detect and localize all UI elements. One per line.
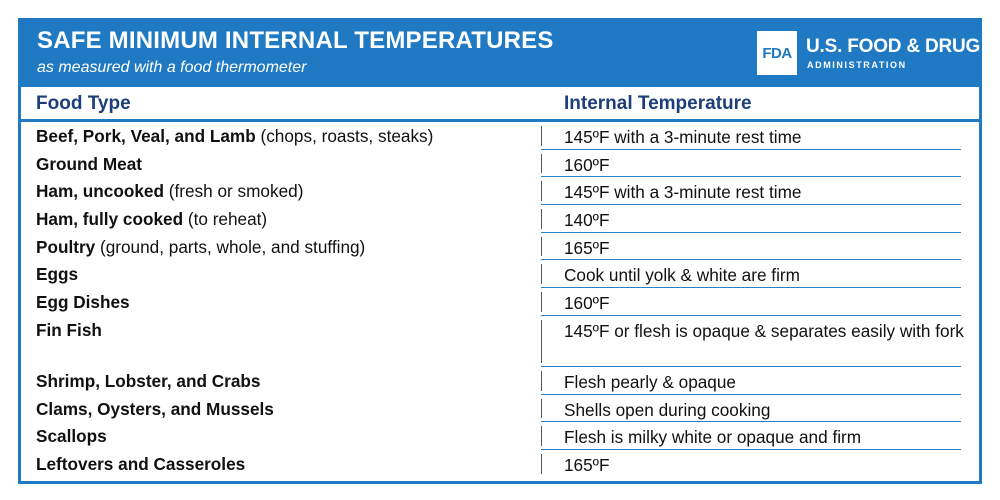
temperature-cell: 140ºF <box>564 210 610 231</box>
column-header-food-type: Food Type <box>36 93 131 114</box>
food-type-cell: Beef, Pork, Veal, and Lamb (chops, roast… <box>36 126 433 147</box>
table-row: Beef, Pork, Veal, and Lamb (chops, roast… <box>21 122 979 150</box>
food-note: (chops, roasts, steaks) <box>255 126 434 146</box>
temperature-cell: 145ºF with a 3-minute rest time <box>564 182 802 203</box>
agency-name: U.S. FOOD & DRUG <box>806 36 981 57</box>
temperature-cell: Cook until yolk & white are firm <box>564 265 800 286</box>
food-name: Leftovers and Casseroles <box>36 453 246 474</box>
temperature-cell: 160ºF <box>564 154 610 175</box>
table-row: Egg Dishes 160ºF <box>21 288 979 316</box>
table-row: Clams, Oysters, and Mussels Shells open … <box>21 395 979 423</box>
food-type-cell: Clams, Oysters, and Mussels <box>36 399 274 420</box>
temperature-cell: 165ºF <box>564 454 610 475</box>
temperature-cell: 165ºF <box>564 237 610 258</box>
food-name: Scallops <box>36 426 107 447</box>
food-type-cell: Egg Dishes <box>36 292 130 313</box>
food-type-cell: Leftovers and Casseroles <box>36 454 245 475</box>
temperature-cell: 145ºF or flesh is opaque & separates eas… <box>564 320 964 341</box>
food-note: (fresh or smoked) <box>163 181 304 202</box>
food-type-cell: Ham, fully cooked (to reheat) <box>36 209 267 230</box>
temperature-cell: 160ºF <box>564 293 610 314</box>
temperature-cell: Flesh pearly & opaque <box>564 371 736 392</box>
food-note: (ground, parts, whole, and stuffing) <box>95 236 366 257</box>
fda-mark-icon: FDA <box>757 31 797 75</box>
table-row: Eggs Cook until yolk & white are firm <box>21 260 979 288</box>
food-name: Ground Meat <box>36 153 142 174</box>
food-name: Beef, Pork, Veal, and Lamb <box>36 126 256 146</box>
table-row: Leftovers and Casseroles 165ºF <box>21 450 979 478</box>
temperature-cell: Shells open during cooking <box>564 399 771 420</box>
agency-subtitle: ADMINISTRATION <box>807 60 907 70</box>
table-row: Scallops Flesh is milky white or opaque … <box>21 422 979 450</box>
temperature-chart-card: SAFE MINIMUM INTERNAL TEMPERATURES as me… <box>18 18 982 484</box>
table-body: Beef, Pork, Veal, and Lamb (chops, roast… <box>21 122 979 478</box>
food-type-cell: Poultry (ground, parts, whole, and stuff… <box>36 237 365 258</box>
food-type-cell: Shrimp, Lobster, and Crabs <box>36 371 260 392</box>
header-banner: SAFE MINIMUM INTERNAL TEMPERATURES as me… <box>21 21 980 87</box>
fda-logo: FDA U.S. FOOD & DRUG ADMINISTRATION <box>757 31 980 77</box>
temperature-table: Food Type Internal Temperature Beef, Por… <box>21 87 979 478</box>
table-row: Fin Fish 145ºF or flesh is opaque & sepa… <box>21 316 979 367</box>
table-header-row: Food Type Internal Temperature <box>21 87 979 122</box>
food-name: Egg Dishes <box>36 292 130 313</box>
temperature-cell: 145ºF with a 3-minute rest time <box>564 127 802 147</box>
table-row: Shrimp, Lobster, and Crabs Flesh pearly … <box>21 367 979 395</box>
page-subtitle: as measured with a food thermometer <box>37 59 307 76</box>
table-row: Ham, uncooked (fresh or smoked) 145ºF wi… <box>21 177 979 205</box>
food-type-cell: Ground Meat <box>36 154 142 175</box>
food-type-cell: Fin Fish <box>36 320 102 341</box>
food-name: Ham, fully cooked <box>36 209 184 230</box>
food-type-cell: Scallops <box>36 426 107 447</box>
food-name: Ham, uncooked <box>36 181 164 202</box>
table-row: Ham, fully cooked (to reheat) 140ºF <box>21 205 979 233</box>
food-name: Shrimp, Lobster, and Crabs <box>36 370 261 391</box>
temperature-cell: Flesh is milky white or opaque and firm <box>564 427 862 448</box>
food-name: Fin Fish <box>36 319 102 340</box>
food-name: Poultry <box>36 236 96 257</box>
food-note: (to reheat) <box>183 209 268 230</box>
food-name: Clams, Oysters, and Mussels <box>36 398 274 419</box>
column-header-internal-temperature: Internal Temperature <box>564 93 752 114</box>
food-type-cell: Eggs <box>36 264 78 285</box>
table-row: Poultry (ground, parts, whole, and stuff… <box>21 233 979 261</box>
food-name: Eggs <box>36 264 79 285</box>
table-row: Ground Meat 160ºF <box>21 150 979 178</box>
page-title: SAFE MINIMUM INTERNAL TEMPERATURES <box>37 27 554 54</box>
food-type-cell: Ham, uncooked (fresh or smoked) <box>36 181 303 202</box>
